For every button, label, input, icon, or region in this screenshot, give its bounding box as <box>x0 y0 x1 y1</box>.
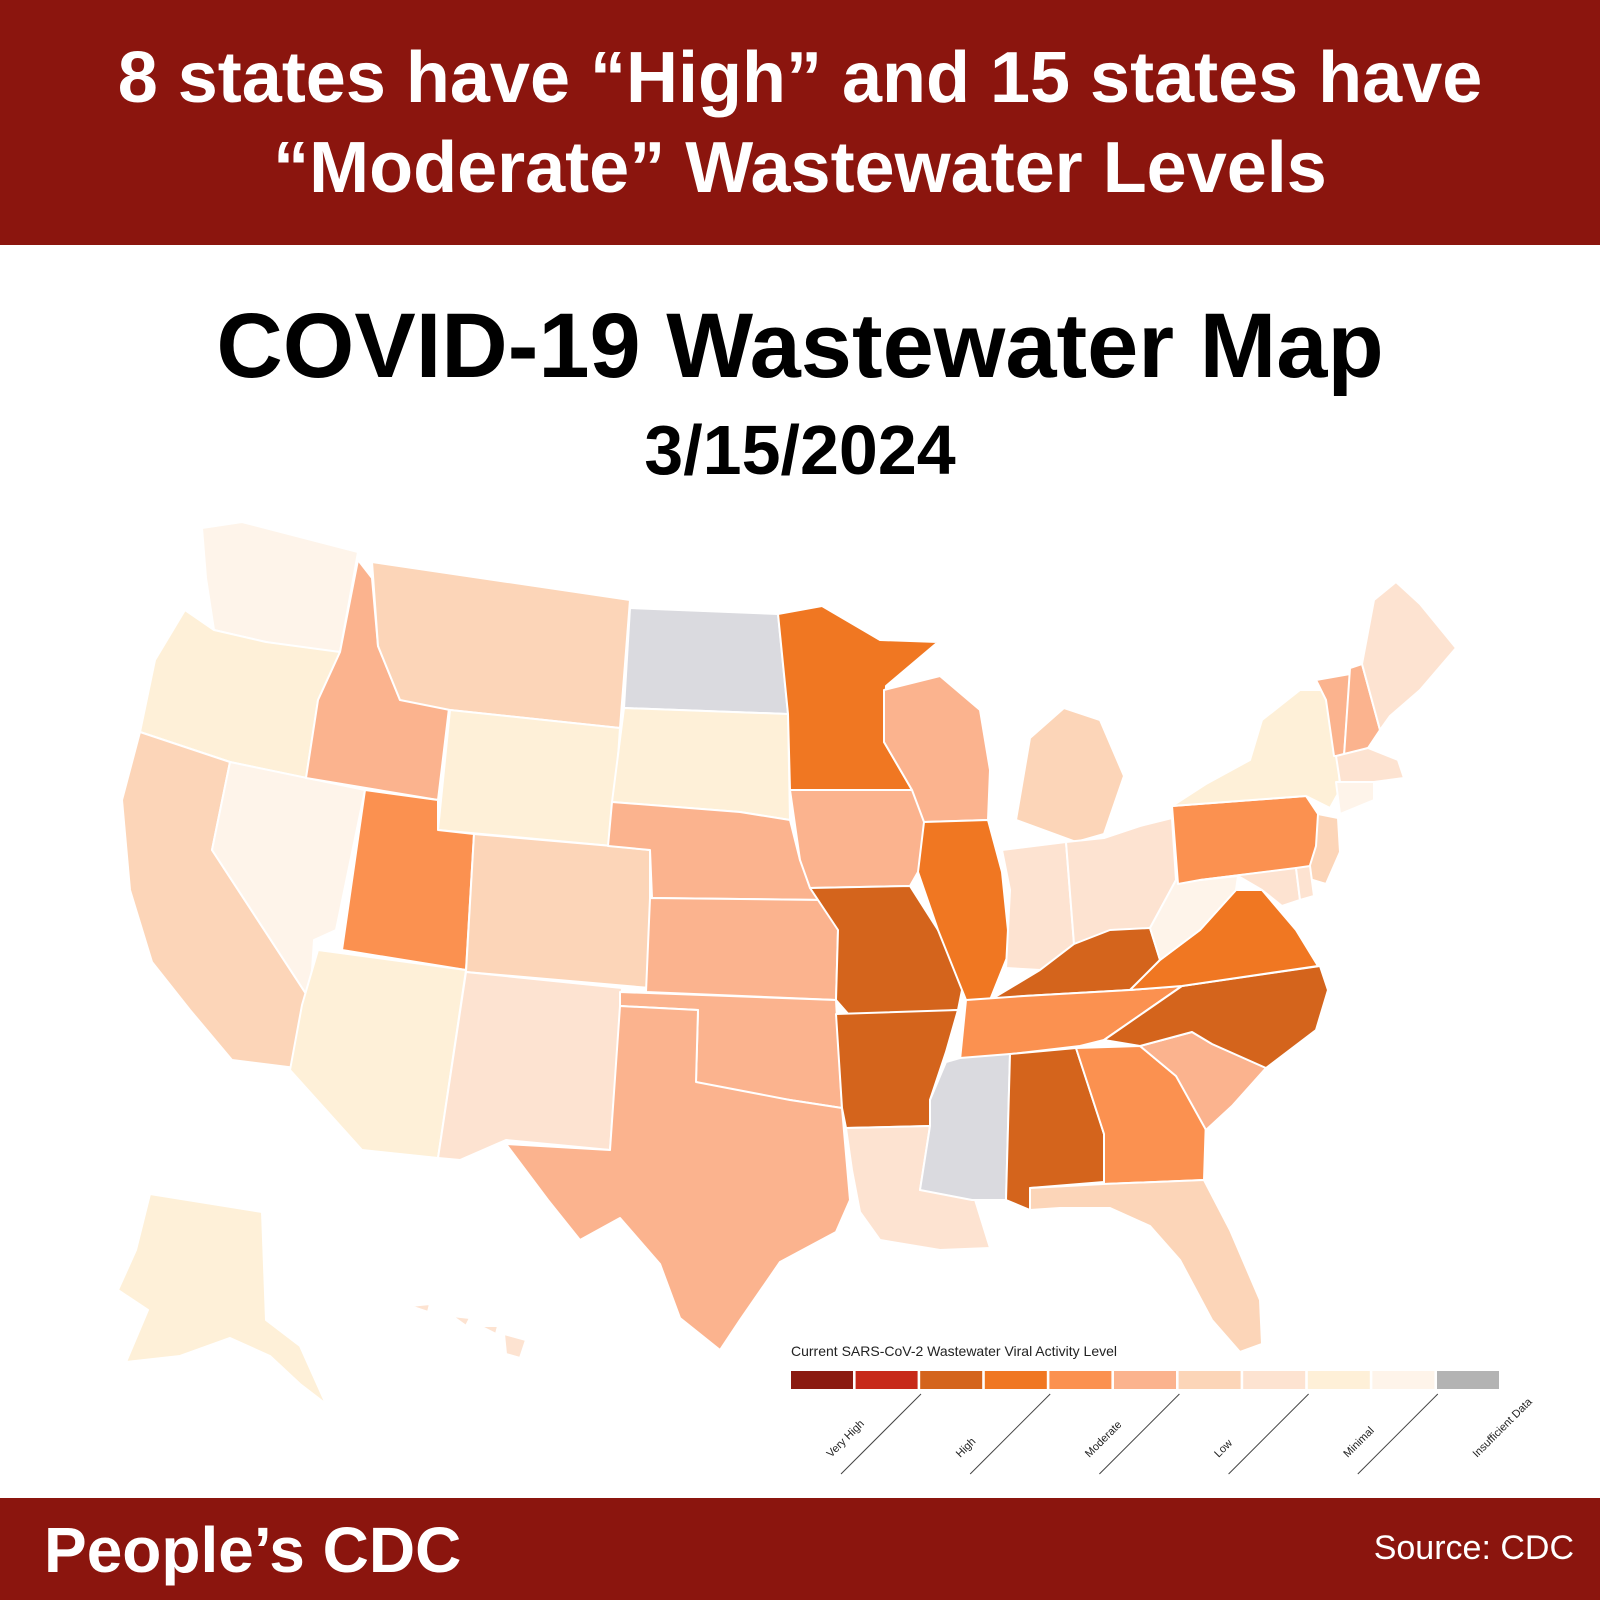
legend-swatch <box>791 1371 853 1389</box>
state-new-york[interactable] <box>1171 689 1341 809</box>
legend-divider <box>1357 1393 1439 1475</box>
legend-swatch <box>1049 1371 1112 1389</box>
state-new-hampshire[interactable] <box>1343 663 1381 757</box>
state-new-mexico[interactable] <box>437 971 623 1161</box>
headline-line-1: 8 states have “High” and 15 states have <box>117 37 1483 118</box>
legend-swatch <box>984 1371 1047 1389</box>
state-north-dakota[interactable] <box>623 607 789 715</box>
legend-swatch <box>1372 1371 1435 1389</box>
state-iowa[interactable] <box>789 789 939 889</box>
state-arizona[interactable] <box>289 949 467 1159</box>
state-new-jersey[interactable] <box>1305 813 1341 885</box>
headline-line-2: “Moderate” Wastewater Levels <box>273 127 1327 208</box>
state-colorado[interactable] <box>465 833 651 989</box>
state-kansas[interactable] <box>645 897 839 1001</box>
states-layer <box>117 521 1457 1405</box>
legend-swatch <box>1307 1371 1370 1389</box>
map-date: 3/15/2024 <box>644 411 956 489</box>
state-connecticut[interactable] <box>1335 781 1375 815</box>
state-alaska[interactable] <box>117 1193 327 1405</box>
legend-divider <box>1099 1393 1180 1475</box>
legend-label: Minimal <box>1341 1425 1376 1460</box>
legend-title: Current SARS-CoV-2 Wastewater Viral Acti… <box>791 1343 1118 1359</box>
headline-banner: 8 states have “High” and 15 states have … <box>0 0 1600 245</box>
legend-layer: Very High High Moderate Low Minimal Insuffici… <box>791 1371 1536 1475</box>
legend-swatch <box>920 1371 983 1389</box>
state-maine[interactable] <box>1361 581 1457 731</box>
legend-label: Low <box>1212 1437 1235 1460</box>
legend-swatch <box>1178 1371 1241 1389</box>
state-indiana[interactable] <box>1001 841 1075 971</box>
state-massachusetts[interactable] <box>1335 747 1405 783</box>
legend-divider <box>840 1393 922 1475</box>
state-delaware[interactable] <box>1295 865 1315 901</box>
state-texas[interactable] <box>505 1005 851 1351</box>
source-credit: Source: CDC <box>1373 1529 1574 1567</box>
legend-label: Moderate <box>1083 1419 1124 1460</box>
state-hawaii[interactable] <box>409 1303 527 1359</box>
legend-divider <box>969 1393 1051 1475</box>
state-montana[interactable] <box>371 561 631 729</box>
legend-label: Insufficient Data <box>1471 1395 1536 1460</box>
brand-logo: People’s CDC <box>44 1514 462 1586</box>
map-title: COVID-19 Wastewater Map <box>216 295 1384 397</box>
legend-swatch <box>1437 1371 1499 1389</box>
state-michigan[interactable] <box>1015 707 1125 843</box>
footer-banner: People’s CDC Source: CDC <box>0 1498 1600 1600</box>
legend-swatch <box>855 1371 918 1389</box>
state-florida[interactable] <box>1029 1179 1263 1353</box>
state-wyoming[interactable] <box>437 709 621 847</box>
legend-swatch <box>1243 1371 1306 1389</box>
legend-label: High <box>954 1436 978 1460</box>
legend-swatch <box>1114 1371 1176 1389</box>
legend-divider <box>1228 1393 1309 1475</box>
